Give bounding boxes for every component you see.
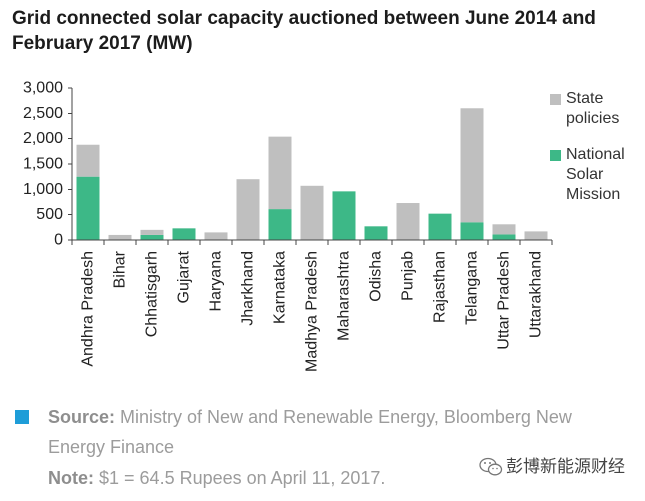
x-tick-label-uttarakhand: Uttarakhand xyxy=(528,251,545,338)
legend-entry-national-solar-mission: National Solar Mission xyxy=(550,145,640,215)
y-tick-label: 0 xyxy=(54,232,63,249)
bar-uttar-pradesh-state-policies xyxy=(492,224,516,235)
note-line: Note: $1 = 64.5 Rupees on April 11, 2017… xyxy=(48,463,468,493)
x-tick-label-punjab: Punjab xyxy=(400,251,417,301)
bar-rajasthan-national-solar-mission xyxy=(428,213,452,240)
source-text: Ministry of New and Renewable Energy, Bl… xyxy=(48,407,572,457)
x-tick-label-jharkhand: Jharkhand xyxy=(240,251,257,326)
x-tick-label-chhatisgarh: Chhatisgarh xyxy=(144,251,161,337)
bar-uttar-pradesh-national-solar-mission xyxy=(492,234,516,240)
x-tick-label-haryana: Haryana xyxy=(208,251,225,312)
bar-chhatisgarh-national-solar-mission xyxy=(140,234,164,240)
x-tick-label-bihar: Bihar xyxy=(112,250,129,288)
bar-karnataka-national-solar-mission xyxy=(268,209,292,240)
source-label: Source: xyxy=(48,407,116,427)
wechat-icon xyxy=(479,457,503,477)
y-tick-label: 1,500 xyxy=(23,156,63,173)
x-tick-label-uttar-pradesh: Uttar Pradesh xyxy=(496,251,513,350)
x-tick-label-rajasthan: Rajasthan xyxy=(432,251,449,323)
y-tick-label: 500 xyxy=(36,206,63,223)
legend-label-national-solar-mission: National Solar Mission xyxy=(566,146,625,203)
chart-title: Grid connected solar capacity auctioned … xyxy=(12,8,596,54)
x-tick-label-gujarat: Gujarat xyxy=(176,250,193,303)
legend-entry-state-policies: State policies xyxy=(550,89,640,159)
bar-andhra-pradesh-national-solar-mission xyxy=(76,176,100,240)
legend-label-state-policies: State policies xyxy=(566,90,620,127)
x-labels-group: Andhra Pradesh Bihar Chhatisgarh Gujarat Har… xyxy=(80,250,545,372)
x-tick-label-telangana: Telangana xyxy=(464,251,481,325)
source-line: Source: Ministry of New and Renewable En… xyxy=(48,402,598,462)
bar-uttarakhand-state-policies xyxy=(524,231,548,240)
legend-swatch-state-policies xyxy=(550,94,561,105)
bar-chhatisgarh-state-policies xyxy=(140,229,164,235)
x-tick-label-andhra-pradesh: Andhra Pradesh xyxy=(80,251,97,367)
bar-telangana-national-solar-mission xyxy=(460,222,484,240)
axes-group: 0 500 1,000 1,500 2,000 2,500 3,000 xyxy=(23,80,553,249)
bar-punjab-state-policies xyxy=(396,203,420,240)
x-tick-label-madhya-pradesh: Madhya Pradesh xyxy=(304,251,321,372)
x-tick-label-maharashtra: Maharashtra xyxy=(336,251,353,341)
chart-plot: 0 500 1,000 1,500 2,000 2,500 3,000 Andhra Prad… xyxy=(23,80,553,372)
y-tick-label: 2,500 xyxy=(23,105,63,122)
source-accent-square xyxy=(15,410,29,424)
bar-telangana-state-policies xyxy=(460,108,484,223)
x-tick-label-odisha: Odisha xyxy=(368,251,385,302)
bar-maharashtra-national-solar-mission xyxy=(332,191,356,240)
y-tick-label: 1,000 xyxy=(23,181,63,198)
watermark-text: 彭博新能源财经 xyxy=(506,457,625,477)
bar-madhya-pradesh-state-policies xyxy=(300,185,324,240)
y-tick-label: 2,000 xyxy=(23,130,63,147)
bar-odisha-national-solar-mission xyxy=(364,226,388,240)
bar-andhra-pradesh-state-policies xyxy=(76,144,100,177)
note-label: Note: xyxy=(48,468,94,488)
y-tick-label: 3,000 xyxy=(23,80,63,97)
bars-group xyxy=(76,108,548,240)
note-text: $1 = 64.5 Rupees on April 11, 2017. xyxy=(99,468,386,488)
bar-jharkhand-state-policies xyxy=(236,179,260,240)
legend-swatch-national-solar-mission xyxy=(550,150,561,161)
bar-bihar-state-policies xyxy=(108,234,132,240)
x-tick-label-karnataka: Karnataka xyxy=(272,251,289,324)
bar-haryana-state-policies xyxy=(204,232,228,240)
bar-karnataka-state-policies xyxy=(268,136,292,210)
bar-gujarat-national-solar-mission xyxy=(172,228,196,240)
